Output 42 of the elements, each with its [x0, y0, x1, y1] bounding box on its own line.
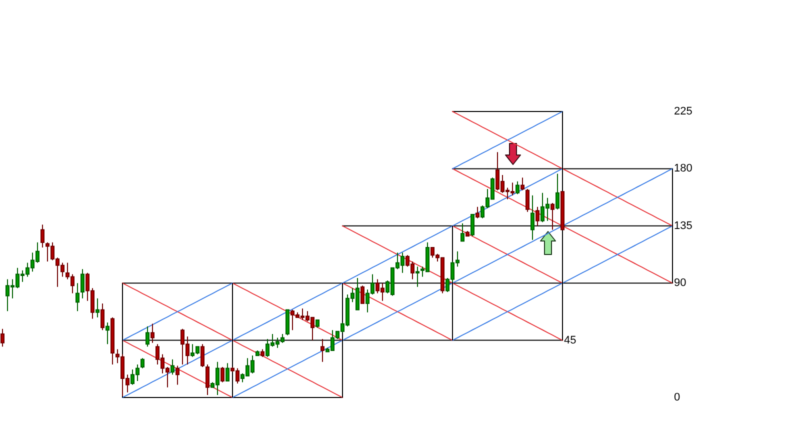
candlestick	[106, 322, 110, 345]
y-tick-label: 0	[674, 392, 680, 404]
candlestick	[520, 177, 524, 191]
candlestick	[416, 266, 420, 288]
candlestick	[536, 206, 540, 226]
candlestick	[140, 358, 144, 369]
candlestick	[76, 282, 80, 312]
candlestick	[100, 302, 104, 331]
line-series	[452, 225, 563, 284]
y-tick-label: 225	[674, 106, 692, 118]
candlestick	[470, 214, 474, 237]
candlestick	[320, 338, 324, 362]
y-tick-label: 90	[674, 277, 686, 290]
candlestick	[0, 328, 4, 348]
candlestick	[220, 366, 224, 383]
candlestick	[96, 298, 100, 318]
candlestick	[176, 365, 180, 386]
candlestick	[460, 222, 464, 242]
line-series	[122, 340, 233, 398]
line-series	[232, 168, 673, 398]
candlestick	[550, 202, 554, 230]
candlestick	[170, 358, 174, 376]
y-tick-label: 135	[674, 220, 692, 232]
line-series	[122, 282, 233, 341]
candlestick	[200, 344, 204, 368]
candlestick	[80, 268, 84, 299]
line-series	[342, 225, 563, 341]
annotation: 45	[564, 334, 576, 346]
candlestick	[226, 362, 230, 382]
line-series	[342, 282, 453, 341]
candlestick	[530, 194, 534, 240]
y-tick-label: 180	[674, 162, 692, 175]
line-series	[232, 282, 343, 341]
candlestick	[476, 206, 480, 219]
candlestick	[146, 326, 150, 348]
candlestick	[206, 364, 210, 396]
candlestick	[516, 180, 520, 195]
candlestick	[40, 224, 44, 248]
candlestick	[556, 173, 560, 210]
candlestick	[526, 188, 530, 212]
candlestick	[360, 285, 364, 304]
candlestick	[150, 323, 154, 344]
